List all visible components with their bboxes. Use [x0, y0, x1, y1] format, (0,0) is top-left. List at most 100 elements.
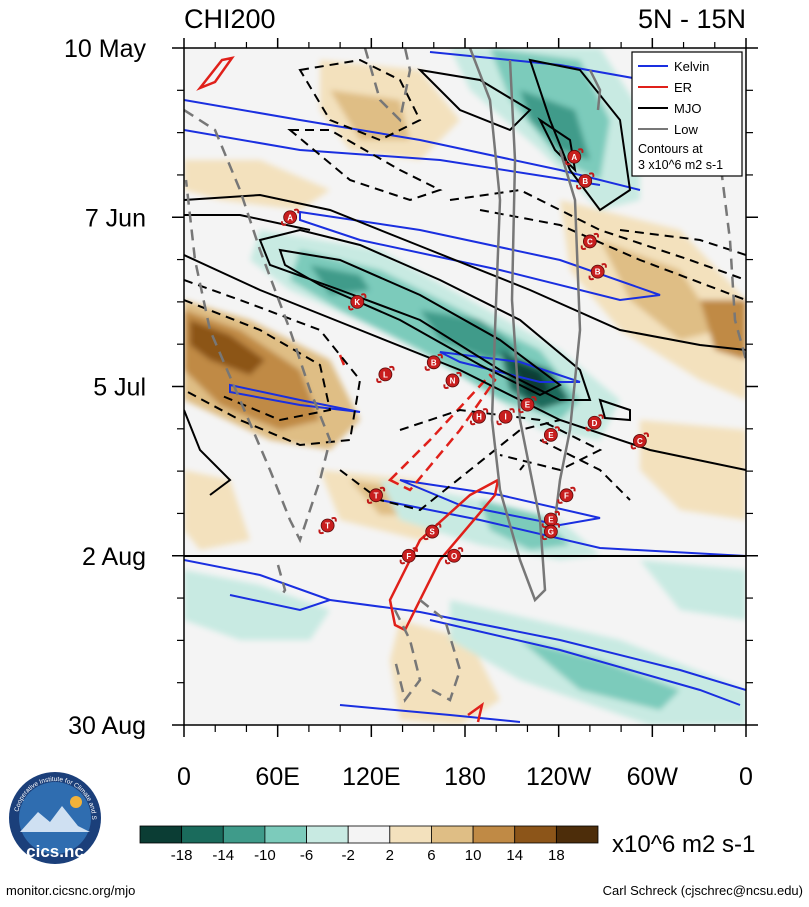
storm-letter: T	[374, 491, 379, 500]
colorbar-label: -2	[342, 847, 355, 864]
mjo-contours	[184, 58, 746, 496]
storm-tail-icon	[557, 486, 576, 504]
storm-letter: B	[595, 268, 601, 277]
mjo-dashed-contours	[184, 58, 746, 512]
storm-tail-icon	[366, 486, 386, 504]
storm-dot	[445, 373, 460, 388]
storm-marker: B	[588, 263, 607, 281]
storm-letter: O	[451, 552, 457, 561]
storm-tail-icon	[585, 414, 604, 432]
storm-tail-icon	[281, 208, 300, 226]
storm-marker: C	[630, 432, 649, 450]
low-dashed-contours	[184, 48, 746, 703]
storm-marker: F	[399, 547, 418, 565]
storm-letter: L	[383, 370, 388, 379]
storm-marker: A	[281, 208, 300, 226]
storm-dot	[520, 397, 535, 412]
storm-dot	[378, 367, 393, 382]
x-tick-label: 120E	[342, 763, 400, 791]
storm-dot	[447, 548, 461, 563]
colorbar-units: x10^6 m2 s-1	[612, 831, 755, 858]
storm-dot	[472, 409, 486, 424]
storm-marker: C	[580, 232, 600, 250]
storm-tail-icon	[469, 408, 489, 426]
storm-letter: C	[637, 437, 643, 446]
storm-letter: E	[548, 515, 554, 524]
y-tick-label: 2 Aug	[82, 543, 146, 571]
storm-tail-icon	[443, 371, 462, 390]
x-tick-label: 120W	[526, 763, 592, 791]
storm-dot	[632, 434, 647, 448]
logo-ring-text: Cooperative Institute for Climate and Sa…	[0, 0, 97, 821]
footer-url: monitor.cicsnc.org/mjo	[6, 883, 135, 898]
storm-tail-icon	[541, 523, 561, 541]
storm-letter: B	[582, 177, 588, 186]
storm-dot	[320, 518, 335, 533]
storm-tail-icon	[580, 232, 600, 250]
storm-letter: E	[548, 431, 554, 440]
colorbar-label: -10	[254, 847, 276, 864]
y-tick-label: 10 May	[64, 35, 146, 63]
storm-tail-icon	[423, 523, 442, 541]
storm-letter: F	[406, 552, 411, 561]
storm-marker: G	[541, 523, 561, 541]
colorbar-swatch	[306, 825, 349, 844]
storm-tail-icon	[376, 365, 395, 383]
storm-tail-icon	[565, 148, 584, 166]
storm-marker: K	[348, 293, 367, 311]
storm-letter: B	[431, 358, 437, 367]
x-tick-label: 0	[739, 763, 753, 791]
storm-marker: B	[424, 353, 443, 371]
legend: Kelvin ER MJO Low Contours at 3 x10^6 m2…	[631, 51, 743, 177]
storm-dot	[559, 488, 574, 503]
colorbar-label: -14	[212, 847, 234, 864]
storm-tail-icon	[588, 263, 607, 281]
storm-marker: E	[518, 396, 537, 414]
storm-letter: S	[430, 528, 436, 537]
legend-label-er: ER	[674, 80, 692, 95]
legend-label-kelvin: Kelvin	[674, 59, 709, 74]
storm-marker: I	[496, 408, 515, 426]
colorbar-label: 18	[548, 847, 565, 864]
colorbar-swatch	[514, 825, 557, 844]
y-tick-label: 30 Aug	[68, 712, 146, 740]
storm-dot	[369, 488, 383, 503]
logo-sun-icon	[70, 796, 82, 808]
storm-letter: N	[450, 376, 456, 385]
storm-letter: C	[587, 237, 593, 246]
x-axis: 0 60E 120E 180 120W 60W 0	[177, 38, 753, 791]
storm-dot	[426, 355, 441, 370]
storm-marker: F	[557, 486, 576, 504]
storm-marker: O	[444, 547, 464, 565]
storm-tail-icon	[399, 547, 418, 565]
storm-letter: D	[592, 419, 598, 428]
storm-dot	[543, 427, 558, 442]
storm-letter: G	[548, 528, 554, 537]
y-tick-label: 5 Jul	[93, 374, 146, 402]
legend-label-mjo: MJO	[674, 101, 701, 116]
storm-tail-icon	[630, 432, 649, 450]
storm-dot	[498, 409, 513, 424]
storm-tail-icon	[541, 426, 561, 444]
x-tick-label: 60E	[255, 763, 299, 791]
storm-marker: T	[366, 486, 386, 504]
x-tick-label: 0	[177, 763, 191, 791]
y-tick-label: 7 Jun	[85, 204, 146, 232]
logo-text: cics.nc	[26, 842, 84, 861]
chart-title-left: CHI200	[184, 4, 276, 34]
storm-dot	[567, 149, 582, 164]
storm-dot	[582, 234, 597, 249]
storm-marker: B	[576, 172, 595, 190]
colorbar-swatch	[347, 825, 391, 844]
storm-marker: T	[318, 516, 337, 535]
y-axis: 10 May 7 Jun 5 Jul 2 Aug 30 Aug	[64, 35, 758, 740]
storm-marker: L	[376, 365, 395, 383]
storm-tail-icon	[348, 293, 367, 311]
storm-dot	[587, 415, 602, 430]
storm-marker: H	[469, 408, 489, 426]
colorbar-swatch	[555, 825, 599, 844]
storm-tail-icon	[424, 353, 443, 371]
colorbar-label: 10	[465, 847, 482, 864]
storm-marker: N	[443, 371, 462, 390]
